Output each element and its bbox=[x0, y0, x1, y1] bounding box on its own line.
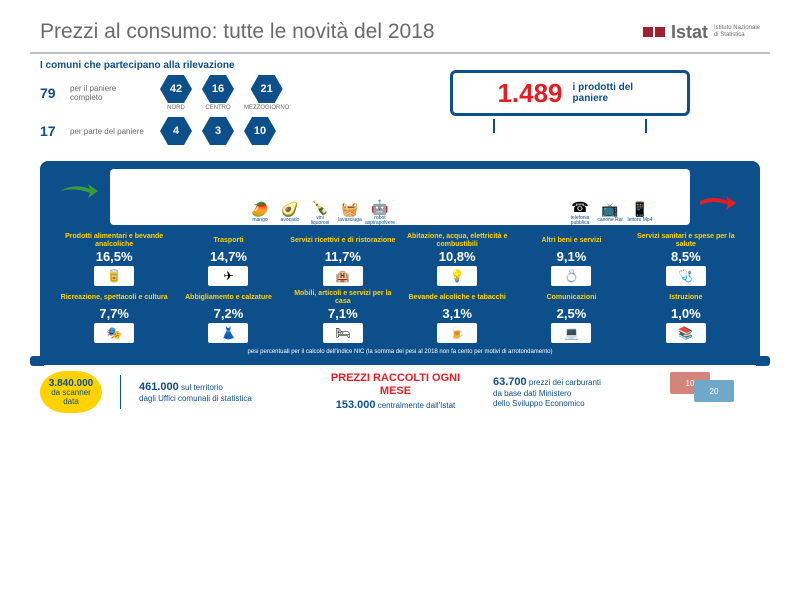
category: Abitazione, acqua, elettricità e combust… bbox=[403, 233, 511, 286]
shelf-out-item: 📱lettore Mp4 bbox=[627, 201, 653, 223]
footer: 3.840.000 da scanner data 461.000 sul te… bbox=[30, 365, 770, 413]
footer-col1: 461.000 sul territorio dagli Uffici comu… bbox=[139, 381, 298, 404]
scanner-data: 3.840.000 da scanner data bbox=[40, 371, 102, 413]
hex-centro-2: 3 bbox=[202, 117, 234, 145]
shelf-in-item: 🧺lavasciuga bbox=[337, 201, 363, 223]
category: Abbigliamento e calzature7,2%👗 bbox=[174, 290, 282, 343]
footnote: pesi percentuali per il calcolo dell'ind… bbox=[40, 347, 760, 359]
shelf-out-item: 📺canone Rai bbox=[597, 201, 623, 223]
category: Servizi sanitari e spese per la salute8,… bbox=[632, 233, 740, 286]
shelf-in-item: 🥭mango bbox=[247, 201, 273, 223]
register-body: entrano 🥭mango🥑avocado🍾vini liquorosi🧺la… bbox=[40, 161, 760, 359]
page-title: Prezzi al consumo: tutte le novità del 2… bbox=[40, 20, 435, 44]
footer-center: PREZZI RACCOLTI OGNI MESE 153.000 centra… bbox=[316, 372, 475, 412]
shelf-in-item: 🥑avocado bbox=[277, 201, 303, 223]
shelf-in-item: 🤖robot aspirapolvere bbox=[367, 201, 393, 223]
brand: Istat Istituto Nazionaledi Statistica bbox=[643, 22, 760, 43]
brand-sub: Istituto Nazionaledi Statistica bbox=[714, 25, 760, 38]
products-count: 1.489 bbox=[497, 78, 562, 109]
shelf-out-item: ☎telefonia pubblica bbox=[567, 201, 593, 223]
register-drawer bbox=[40, 359, 760, 365]
category: Trasporti14,7%✈ bbox=[174, 233, 282, 286]
municipalities: 79 per il paniere completo 42NORD 16CENT… bbox=[40, 75, 360, 151]
escono-label: escono bbox=[698, 181, 738, 218]
hex-mezz-2: 10 bbox=[244, 117, 276, 145]
hex-nord-2: 4 bbox=[160, 117, 192, 145]
header: Prezzi al consumo: tutte le novità del 2… bbox=[30, 20, 770, 54]
register-sign: 1.489 i prodotti del paniere bbox=[450, 70, 690, 116]
category: Istruzione1,0%📚 bbox=[632, 290, 740, 343]
register-top: 1.489 i prodotti del paniere bbox=[380, 75, 760, 135]
shelf-in-item: 🍾vini liquorosi bbox=[307, 201, 333, 223]
hex-mezz-1: 21 bbox=[251, 75, 283, 103]
category: Comunicazioni2,5%💻 bbox=[517, 290, 625, 343]
footer-col2: 63.700 prezzi dei carburanti da base dat… bbox=[493, 376, 652, 408]
money-icon: 1020 bbox=[670, 372, 760, 412]
hex-centro-1: 16 bbox=[202, 75, 234, 103]
top-shelf: entrano 🥭mango🥑avocado🍾vini liquorosi🧺la… bbox=[110, 169, 690, 225]
top-row: 79 per il paniere completo 42NORD 16CENT… bbox=[30, 75, 770, 151]
municip-17: 17 bbox=[40, 123, 60, 139]
category: Servizi ricettivi e di ristorazione11,7%… bbox=[289, 233, 397, 286]
categories-grid: Prodotti alimentari e bevande analcolich… bbox=[40, 225, 760, 347]
category: Ricreazione, spettacoli e cultura7,7%🎭 bbox=[60, 290, 168, 343]
brand-logo bbox=[643, 27, 665, 37]
bill: 20 bbox=[694, 380, 734, 402]
category: Prodotti alimentari e bevande analcolich… bbox=[60, 233, 168, 286]
shelf-in: 🥭mango🥑avocado🍾vini liquorosi🧺lavasciuga… bbox=[110, 169, 530, 225]
category: Mobili, articoli e servizi per la casa7,… bbox=[289, 290, 397, 343]
category: Altri beni e servizi9,1%💍 bbox=[517, 233, 625, 286]
entrano-label: entrano bbox=[60, 181, 100, 218]
hex-nord-1: 42 bbox=[160, 75, 192, 103]
category: Bevande alcoliche e tabacchi3,1%🍺 bbox=[403, 290, 511, 343]
shelf-out: ☎telefonia pubblica📺canone Rai📱lettore M… bbox=[530, 169, 690, 225]
municip-79: 79 bbox=[40, 85, 60, 101]
brand-name: Istat bbox=[671, 22, 708, 43]
